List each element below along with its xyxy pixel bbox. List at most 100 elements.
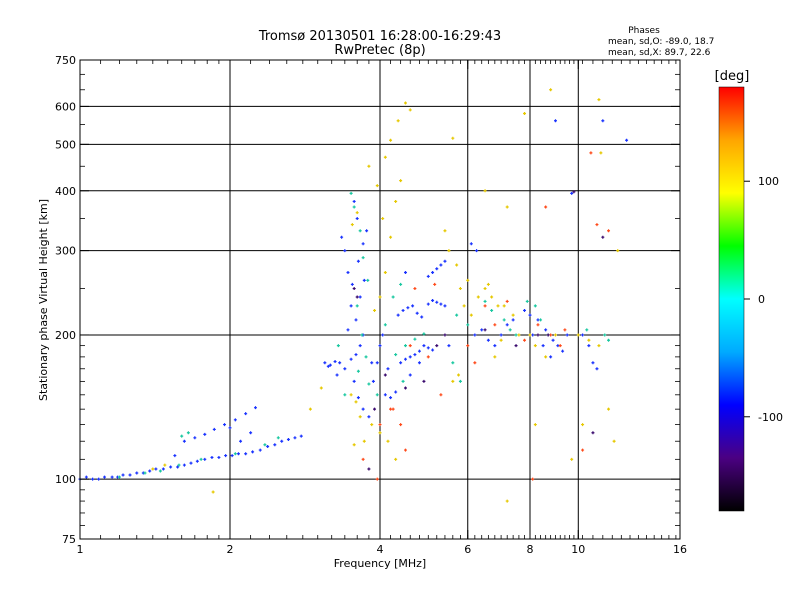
data-point	[273, 443, 277, 447]
data-point	[319, 386, 323, 390]
data-point	[355, 295, 359, 299]
data-point	[565, 333, 569, 337]
data-point	[154, 467, 158, 471]
data-point	[533, 423, 537, 427]
data-point	[422, 379, 426, 383]
data-point	[493, 323, 497, 327]
data-point	[350, 282, 354, 286]
data-point	[258, 448, 262, 452]
data-point	[177, 463, 181, 467]
data-point	[511, 313, 515, 317]
data-point	[483, 328, 487, 332]
data-point	[558, 344, 562, 348]
data-point	[97, 477, 101, 481]
x-tick-label: 1	[77, 543, 84, 556]
data-point	[361, 407, 365, 411]
data-point	[356, 369, 360, 373]
chart-title: Tromsø 20130501 16:28:00-16:29:43	[258, 29, 501, 44]
data-point	[451, 136, 455, 140]
data-point	[403, 271, 407, 275]
data-point	[439, 263, 443, 267]
data-point	[176, 465, 180, 469]
data-point	[244, 452, 248, 456]
data-point	[581, 448, 585, 452]
data-point	[607, 229, 611, 233]
data-point	[541, 344, 545, 348]
data-point	[531, 477, 535, 481]
data-point	[308, 407, 312, 411]
data-point	[480, 328, 484, 332]
y-tick-label: 500	[55, 138, 76, 151]
data-point	[511, 318, 515, 322]
data-point	[431, 348, 435, 352]
x-axis-label: Frequency [MHz]	[334, 557, 426, 570]
data-point	[435, 267, 439, 271]
data-point	[581, 333, 585, 337]
data-point	[367, 467, 371, 471]
data-point	[354, 400, 358, 404]
data-point	[563, 328, 567, 332]
data-point	[249, 431, 253, 435]
data-point	[399, 361, 403, 365]
x-tick-label: 16	[673, 543, 687, 556]
data-point	[210, 455, 214, 459]
data-point	[607, 407, 611, 411]
data-point	[417, 361, 421, 365]
data-point	[466, 323, 470, 327]
data-point	[286, 438, 290, 441]
data-point	[408, 373, 412, 377]
data-point	[352, 287, 356, 291]
data-point	[370, 423, 374, 427]
data-point	[358, 344, 362, 348]
data-point	[443, 259, 447, 263]
data-point	[544, 355, 548, 359]
data-point	[128, 473, 132, 477]
data-point	[394, 199, 398, 203]
data-point	[466, 344, 470, 348]
phases-title: Phases	[628, 26, 660, 36]
data-point	[457, 373, 461, 377]
data-point	[195, 459, 199, 463]
data-point	[523, 338, 527, 342]
data-point	[426, 302, 430, 306]
data-point	[601, 235, 605, 239]
data-point	[110, 475, 114, 479]
data-point	[551, 338, 555, 342]
data-point	[91, 477, 95, 481]
data-point	[266, 444, 270, 448]
data-point	[394, 457, 398, 461]
data-point	[189, 461, 193, 465]
data-point	[496, 304, 500, 308]
data-point	[473, 361, 477, 365]
data-point	[612, 439, 616, 443]
data-point	[595, 223, 599, 227]
data-point	[349, 191, 353, 195]
data-point	[180, 434, 184, 438]
data-point	[486, 282, 490, 286]
data-point	[483, 287, 487, 291]
data-point	[581, 423, 585, 427]
data-point	[203, 457, 207, 461]
data-point	[401, 379, 405, 383]
data-point	[399, 423, 403, 427]
data-point	[399, 282, 403, 286]
data-point	[394, 353, 398, 357]
y-tick-label: 100	[55, 473, 76, 486]
data-point	[413, 337, 417, 341]
data-point	[597, 98, 601, 102]
data-point	[236, 452, 240, 456]
data-point	[403, 386, 407, 390]
data-point	[576, 333, 580, 337]
data-point	[490, 308, 494, 312]
colorbar	[718, 86, 745, 512]
data-point	[354, 353, 358, 357]
data-point	[355, 304, 359, 308]
data-point	[352, 205, 356, 209]
data-point	[601, 119, 605, 123]
data-point	[239, 439, 243, 443]
data-point	[536, 323, 540, 327]
data-point	[607, 338, 611, 342]
data-point	[431, 299, 435, 303]
data-point	[280, 439, 284, 443]
y-tick-labels: 75 100 200 300 400 500 600 750	[55, 54, 76, 546]
